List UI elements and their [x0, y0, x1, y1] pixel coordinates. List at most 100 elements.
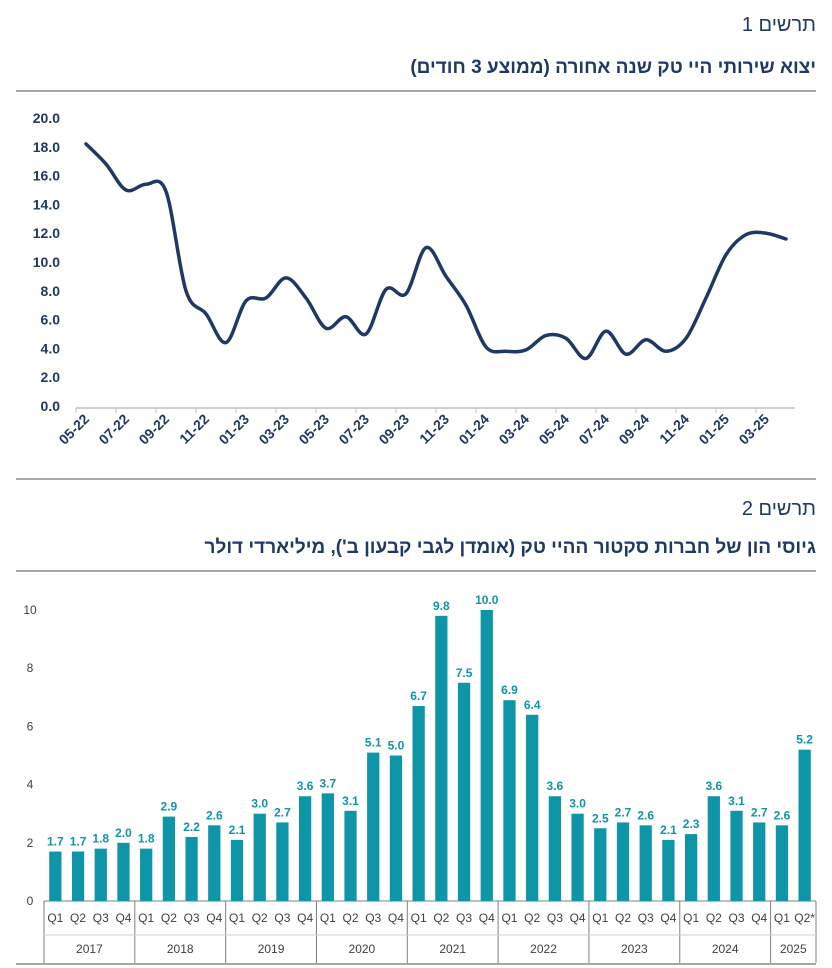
bar — [753, 822, 766, 901]
x-tick-label: Q2 — [252, 911, 268, 925]
bar-data-label: 3.1 — [728, 794, 745, 808]
x-tick-label: 11-24 — [656, 411, 692, 447]
year-group-label: 2021 — [439, 942, 466, 956]
bar — [594, 828, 607, 901]
x-tick-label: Q2 — [615, 911, 631, 925]
bar — [662, 839, 675, 901]
year-group-label: 2023 — [621, 942, 648, 956]
x-tick-label: 01-23 — [215, 411, 252, 448]
bar-data-label: 9.8 — [433, 599, 450, 613]
y-tick-label: 4.0 — [41, 340, 61, 356]
bar-data-label: 2.7 — [751, 805, 768, 819]
bar — [344, 810, 357, 901]
bar — [571, 813, 584, 901]
year-group-label: 2025 — [780, 942, 807, 956]
bar — [526, 714, 539, 901]
x-tick-label: Q4 — [751, 911, 767, 925]
bar — [684, 834, 698, 901]
y-tick-label: 18.0 — [33, 139, 60, 155]
x-tick-label: Q1 — [501, 911, 517, 925]
x-tick-label: 03-24 — [495, 411, 532, 448]
x-tick-label: Q1 — [592, 911, 608, 925]
y-tick-label: 0 — [27, 894, 34, 908]
year-group-label: 2017 — [76, 942, 103, 956]
x-tick-label: Q3 — [729, 911, 745, 925]
x-tick-label: 01-25 — [695, 411, 732, 448]
year-group-label: 2020 — [349, 942, 376, 956]
x-tick-label: Q4 — [297, 911, 313, 925]
bar-data-label: 2.6 — [206, 808, 223, 822]
x-tick-label: 11-22 — [176, 411, 212, 447]
bar — [412, 706, 425, 901]
bar — [94, 848, 107, 901]
x-tick-label: 09-23 — [375, 411, 412, 448]
x-tick-label: Q1 — [774, 911, 790, 925]
figure1-number: תרשים 1 — [741, 14, 816, 36]
x-tick-label: 09-24 — [615, 411, 652, 448]
bar-data-label: 2.1 — [229, 823, 246, 837]
x-tick-label: 01-24 — [455, 411, 492, 448]
figure2-title: גיוסי הון של חברות סקטור ההיי טק (אומדן … — [204, 537, 816, 558]
y-tick-label: 10 — [23, 603, 37, 617]
bar — [775, 825, 789, 901]
y-tick-label: 8.0 — [41, 283, 61, 299]
bar-data-label: 2.7 — [615, 805, 632, 819]
bar-data-label: 3.6 — [547, 779, 564, 793]
x-tick-label: Q1 — [229, 911, 245, 925]
bar — [548, 796, 562, 901]
bar — [798, 749, 811, 901]
bar-data-label: 7.5 — [456, 666, 473, 680]
bar-data-label: 5.1 — [365, 736, 382, 750]
figure2-number: תרשים 2 — [741, 498, 816, 520]
x-tick-label: Q2 — [433, 911, 449, 925]
figure1-top-rule — [16, 90, 816, 92]
x-tick-label: Q2 — [343, 911, 359, 925]
bar — [276, 822, 289, 901]
bar-data-label: 2.3 — [683, 817, 700, 831]
series-line — [84, 142, 788, 361]
bar — [140, 848, 153, 901]
bar — [730, 810, 743, 901]
x-tick-label: Q3 — [274, 911, 290, 925]
bar — [208, 825, 221, 901]
x-tick-label: 07-24 — [575, 411, 612, 448]
x-tick-label: Q4 — [479, 911, 495, 925]
bar-data-label: 3.6 — [297, 779, 314, 793]
x-tick-label: 07-22 — [95, 411, 132, 448]
bar — [162, 816, 176, 901]
x-tick-label: Q3 — [547, 911, 563, 925]
bar-data-label: 2.2 — [183, 820, 200, 834]
bar — [503, 700, 516, 901]
bar-data-label: 1.7 — [70, 835, 87, 849]
x-tick-label: 09-22 — [135, 411, 172, 448]
bar — [389, 755, 403, 901]
bar-data-label: 3.0 — [251, 797, 268, 811]
x-tick-label: Q2* — [794, 911, 815, 925]
bar — [298, 796, 312, 901]
figure2-bar-chart: 0 2 4 6 8 10 1.7 Q1 1.7 Q2 1.8 Q3 2.0 Q4 1.8 Q1 2.9 Q2 2.2… — [16, 593, 817, 965]
x-tick-label: Q2 — [161, 911, 177, 925]
x-tick-label: 05-23 — [295, 411, 332, 448]
bar-data-label: 1.7 — [47, 835, 64, 849]
x-tick-label: Q1 — [320, 911, 336, 925]
bar-data-label: 2.1 — [660, 823, 677, 837]
y-tick-label: 12.0 — [33, 225, 60, 241]
y-tick-label: 14.0 — [33, 196, 60, 212]
y-tick-label: 2.0 — [41, 369, 61, 385]
bar-data-label: 10.0 — [475, 593, 499, 607]
x-tick-label: 07-23 — [335, 411, 372, 448]
x-tick-label: Q3 — [638, 911, 654, 925]
bar — [253, 813, 266, 901]
bar — [71, 851, 85, 901]
x-tick-label: 03-25 — [735, 411, 772, 448]
figure1-line-chart: 0.0 2.0 4.0 6.0 8.0 10.0 12.0 14.0 16.0 18.0 20.0 0… — [33, 110, 795, 448]
bar-data-label: 2.5 — [592, 811, 609, 825]
bar-data-label: 2.9 — [161, 800, 178, 814]
bar-data-label: 6.4 — [524, 698, 541, 712]
y-tick-label: 8 — [27, 661, 34, 675]
bar — [367, 752, 380, 901]
x-tick-label: Q4 — [206, 911, 222, 925]
bar-data-label: 5.0 — [388, 739, 405, 753]
bar-data-label: 5.2 — [796, 733, 813, 747]
x-tick-label: 03-23 — [255, 411, 292, 448]
